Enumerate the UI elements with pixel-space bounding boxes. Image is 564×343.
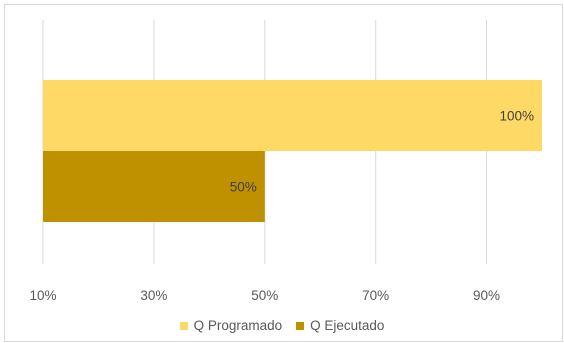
bar-0 xyxy=(43,80,542,151)
legend-swatch-ejecutado xyxy=(296,321,305,330)
bar-1 xyxy=(43,151,265,222)
legend: Q Programado Q Ejecutado xyxy=(0,318,564,333)
legend-label-programado: Q Programado xyxy=(193,318,283,333)
data-label: 100% xyxy=(499,109,534,124)
bars xyxy=(43,80,542,222)
x-tick-label: 70% xyxy=(362,288,389,303)
x-tick-label: 10% xyxy=(29,288,56,303)
x-tick-label: 90% xyxy=(473,288,500,303)
x-axis-ticks: 10% 30% 50% 70% 90% xyxy=(29,288,500,303)
data-label: 50% xyxy=(230,180,257,195)
legend-item-ejecutado: Q Ejecutado xyxy=(296,318,384,333)
data-labels: 100% 50% xyxy=(230,109,534,195)
legend-label-ejecutado: Q Ejecutado xyxy=(310,318,385,333)
x-tick-label: 50% xyxy=(251,288,278,303)
legend-swatch-programado xyxy=(179,321,188,330)
x-tick-label: 30% xyxy=(140,288,167,303)
legend-item-programado: Q Programado xyxy=(179,318,283,333)
